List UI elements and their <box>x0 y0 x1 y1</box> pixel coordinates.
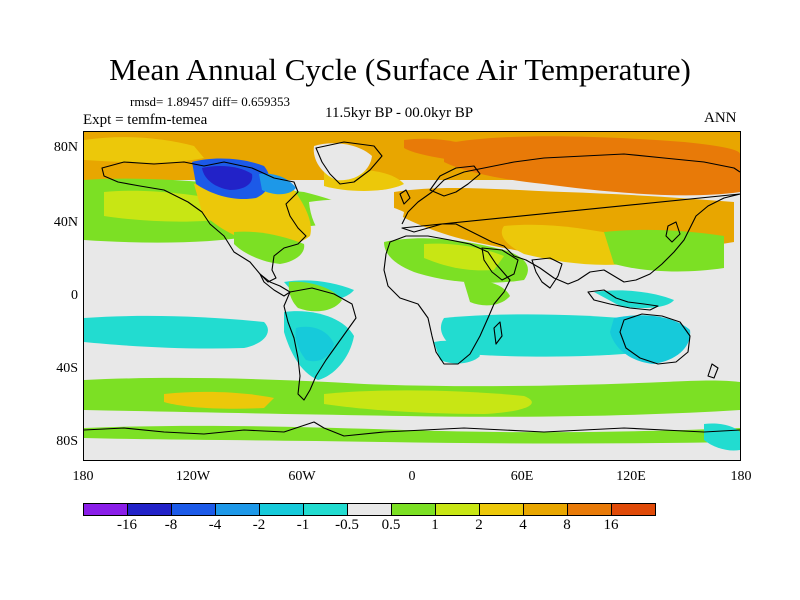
colorbar-label: 0.5 <box>381 517 401 533</box>
chart-title: Mean Annual Cycle (Surface Air Temperatu… <box>109 52 691 87</box>
greenland-coast <box>315 141 383 185</box>
colorbar-label: 8 <box>563 517 571 533</box>
lat-label-eq: 0 <box>71 288 78 303</box>
temperature-difference-map <box>83 131 741 461</box>
stats-text: rmsd= 1.89457 diff= 0.659353 <box>130 94 290 109</box>
japan-coast <box>665 221 681 243</box>
colorbar-label: 1 <box>431 517 439 533</box>
hudson-dark-cool <box>202 166 253 190</box>
east-pacific-cool <box>84 315 268 349</box>
amazon-green <box>288 281 342 312</box>
north-america-coast <box>101 161 307 283</box>
china-green <box>604 229 724 272</box>
south-america-deeper <box>295 326 334 362</box>
colorbar-box <box>612 504 655 515</box>
indonesia-cool <box>594 290 674 308</box>
indonesia-coast <box>587 289 659 311</box>
experiment-label: Expt = temfm-temea <box>83 112 208 128</box>
lat-label-40s: 40S <box>56 361 78 376</box>
new-zealand-coast <box>707 363 719 379</box>
colorbar-box <box>84 504 128 515</box>
colorbar-box <box>304 504 348 515</box>
colorbar-box <box>348 504 392 515</box>
colorbar-box <box>260 504 304 515</box>
lon-label-120w: 120W <box>175 469 211 484</box>
australia-coast <box>619 313 691 365</box>
colorbar-label: -4 <box>208 517 222 533</box>
madagascar-coast <box>493 321 503 345</box>
colorbar-box <box>128 504 172 515</box>
eurasia-coast <box>401 153 740 285</box>
colorbar-label: -8 <box>164 517 178 533</box>
antarctica-coast <box>84 421 740 437</box>
colorbar-box <box>480 504 524 515</box>
north-atlantic-neutral <box>309 199 404 250</box>
north-america-green <box>234 231 305 264</box>
colorbar <box>83 503 656 516</box>
southern-ocean-yellow <box>324 390 532 414</box>
south-africa-cool <box>434 340 480 364</box>
arabia-coast <box>481 247 519 281</box>
colorbar-label: -2 <box>252 517 266 533</box>
siberia-warm-patch <box>444 136 740 196</box>
colorbar-label: -16 <box>117 517 137 533</box>
british-isles-coast <box>399 189 411 205</box>
colorbar-label: -0.5 <box>335 517 359 533</box>
colorbar-label: 16 <box>603 517 619 533</box>
period-label: 11.5kyr BP - 00.0kyr BP <box>325 105 474 121</box>
southern-ocean-orange <box>164 391 274 409</box>
africa-coast <box>383 235 511 365</box>
labrador-light-cool <box>259 173 296 195</box>
colorbar-box <box>172 504 216 515</box>
colorbar-box <box>436 504 480 515</box>
colorbar-label: 4 <box>519 517 527 533</box>
lon-label-60w: 60W <box>288 469 316 484</box>
colorbar-box <box>568 504 612 515</box>
lon-label-180e: 180 <box>730 469 752 484</box>
south-america-coast <box>283 287 357 401</box>
colorbar-box <box>216 504 260 515</box>
lon-label-180w: 180 <box>72 469 94 484</box>
central-america-coast <box>259 273 291 297</box>
lat-label-80s: 80S <box>56 434 78 449</box>
lat-label-40n: 40N <box>53 215 78 230</box>
lon-label-120e: 120E <box>616 469 646 484</box>
colorbar-box <box>392 504 436 515</box>
lon-label-60e: 60E <box>510 469 534 484</box>
india-coast <box>531 257 563 289</box>
barents-warm-patch <box>404 138 484 162</box>
lat-label-80n: 80N <box>53 140 78 155</box>
colorbar-label: 2 <box>475 517 483 533</box>
season-label: ANN <box>704 110 737 126</box>
colorbar-box <box>524 504 568 515</box>
scandinavia-coast <box>429 165 481 197</box>
lon-label-0: 0 <box>408 469 416 484</box>
arctic-orange-patch <box>84 137 204 163</box>
australia-cool <box>610 315 691 364</box>
colorbar-label: -1 <box>296 517 310 533</box>
